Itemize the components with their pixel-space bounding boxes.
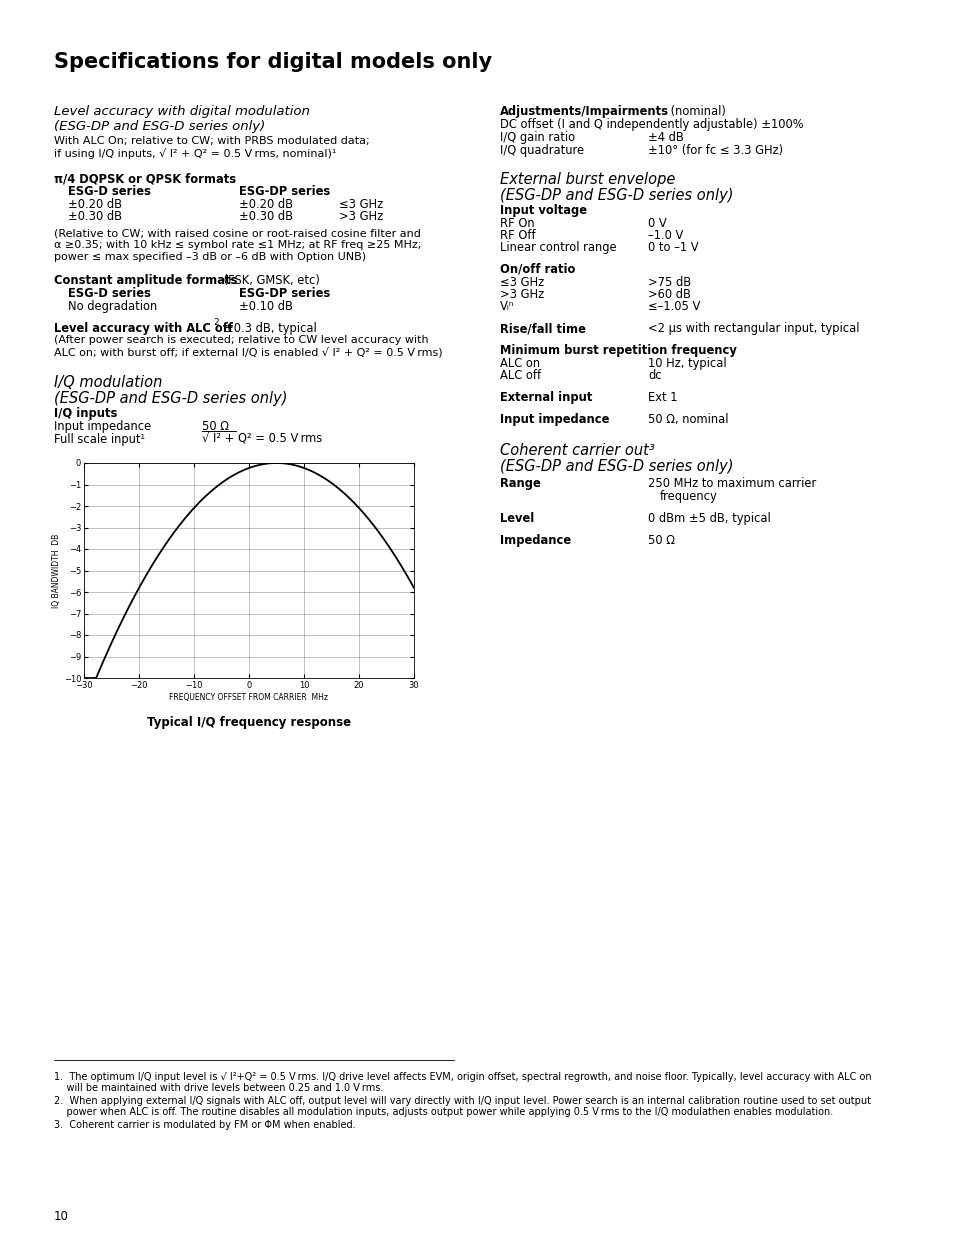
Text: (ESG-DP and ESG-D series only): (ESG-DP and ESG-D series only) <box>499 459 733 474</box>
Text: ≤–1.05 V: ≤–1.05 V <box>647 300 700 312</box>
Text: Full scale input¹: Full scale input¹ <box>54 433 145 446</box>
Text: Typical I/Q frequency response: Typical I/Q frequency response <box>147 716 351 729</box>
Text: 2.  When applying external I/Q signals with ALC off, output level will vary dire: 2. When applying external I/Q signals wi… <box>54 1095 870 1107</box>
Text: I/Q quadrature: I/Q quadrature <box>499 144 583 157</box>
Text: (ESG-DP and ESG-D series only): (ESG-DP and ESG-D series only) <box>54 391 287 406</box>
Text: ±4 dB: ±4 dB <box>647 131 683 144</box>
Text: No degradation: No degradation <box>68 300 157 312</box>
Text: ALC on: ALC on <box>499 357 539 370</box>
Text: 0 dBm ±5 dB, typical: 0 dBm ±5 dB, typical <box>647 513 770 525</box>
Text: –1.0 V: –1.0 V <box>647 228 682 242</box>
Text: >3 GHz: >3 GHz <box>499 288 543 301</box>
Text: Impedance: Impedance <box>499 534 571 547</box>
Text: I/Q gain ratio: I/Q gain ratio <box>499 131 575 144</box>
Text: 10 Hz, typical: 10 Hz, typical <box>647 357 726 370</box>
Text: ±10° (for fc ≤ 3.3 GHz): ±10° (for fc ≤ 3.3 GHz) <box>647 144 782 157</box>
Text: ESG-DP series: ESG-DP series <box>239 287 330 300</box>
Text: (ESG-DP and ESG-D series only): (ESG-DP and ESG-D series only) <box>54 120 265 133</box>
Text: dc: dc <box>647 369 661 382</box>
Text: External burst envelope: External burst envelope <box>499 172 675 186</box>
Text: I/Q inputs: I/Q inputs <box>54 408 117 420</box>
Text: (Relative to CW; with raised cosine or root-raised cosine filter and: (Relative to CW; with raised cosine or r… <box>54 228 420 238</box>
Text: Level: Level <box>499 513 534 525</box>
Text: (ESG-DP and ESG-D series only): (ESG-DP and ESG-D series only) <box>499 188 733 203</box>
Text: α ≥0.35; with 10 kHz ≤ symbol rate ≤1 MHz; at RF freq ≥25 MHz;: α ≥0.35; with 10 kHz ≤ symbol rate ≤1 MH… <box>54 240 421 249</box>
Text: 1.  The optimum I/Q input level is √ I²+Q² = 0.5 V rms. I/Q drive level affects : 1. The optimum I/Q input level is √ I²+Q… <box>54 1072 871 1082</box>
Text: Level accuracy with digital modulation: Level accuracy with digital modulation <box>54 105 310 119</box>
Text: frequency: frequency <box>659 490 717 503</box>
Text: On/off ratio: On/off ratio <box>499 263 575 275</box>
Text: 50 Ω: 50 Ω <box>647 534 675 547</box>
Text: power when ALC is off. The routine disables all modulation inputs, adjusts outpu: power when ALC is off. The routine disab… <box>54 1107 832 1116</box>
Text: RF On: RF On <box>499 217 534 230</box>
Text: Specifications for digital models only: Specifications for digital models only <box>54 52 492 72</box>
Text: 2: 2 <box>213 317 218 327</box>
Text: ±0.3 dB, typical: ±0.3 dB, typical <box>224 322 316 335</box>
Y-axis label: IQ BANDWIDTH  DB: IQ BANDWIDTH DB <box>51 534 61 608</box>
Text: Input impedance: Input impedance <box>499 412 609 426</box>
Text: 3.  Coherent carrier is modulated by FM or ΦM when enabled.: 3. Coherent carrier is modulated by FM o… <box>54 1120 355 1130</box>
Text: π/4 DQPSK or QPSK formats: π/4 DQPSK or QPSK formats <box>54 172 236 185</box>
Text: ±0.30 dB: ±0.30 dB <box>239 210 293 224</box>
X-axis label: FREQUENCY OFFSET FROM CARRIER  MHz: FREQUENCY OFFSET FROM CARRIER MHz <box>170 693 328 701</box>
Text: Range: Range <box>499 477 540 490</box>
Text: √ I² + Q² = 0.5 V rms: √ I² + Q² = 0.5 V rms <box>202 433 322 446</box>
Text: (FSK, GMSK, etc): (FSK, GMSK, etc) <box>220 274 319 287</box>
Text: Coherent carrier out³: Coherent carrier out³ <box>499 443 654 458</box>
Text: (nominal): (nominal) <box>666 105 725 119</box>
Text: ±0.10 dB: ±0.10 dB <box>239 300 293 312</box>
Text: ESG-DP series: ESG-DP series <box>239 185 330 198</box>
Text: ESG-D series: ESG-D series <box>68 185 151 198</box>
Text: >3 GHz: >3 GHz <box>338 210 383 224</box>
Text: Ext 1: Ext 1 <box>647 391 677 404</box>
Text: if using I/Q inputs, √ I² + Q² = 0.5 V rms, nominal)¹: if using I/Q inputs, √ I² + Q² = 0.5 V r… <box>54 148 336 159</box>
Text: 0 to –1 V: 0 to –1 V <box>647 241 698 254</box>
Text: will be maintained with drive levels between 0.25 and 1.0 V rms.: will be maintained with drive levels bet… <box>54 1083 383 1093</box>
Text: RF Off: RF Off <box>499 228 535 242</box>
Text: 250 MHz to maximum carrier: 250 MHz to maximum carrier <box>647 477 816 490</box>
Text: Minimum burst repetition frequency: Minimum burst repetition frequency <box>499 345 736 357</box>
Text: Linear control range: Linear control range <box>499 241 616 254</box>
Text: ±0.30 dB: ±0.30 dB <box>68 210 122 224</box>
Text: Input voltage: Input voltage <box>499 204 586 217</box>
Text: ALC off: ALC off <box>499 369 540 382</box>
Text: power ≤ max specified –3 dB or –6 dB with Option UNB): power ≤ max specified –3 dB or –6 dB wit… <box>54 252 366 262</box>
Text: ±0.20 dB: ±0.20 dB <box>239 198 293 211</box>
Text: (After power search is executed; relative to CW level accuracy with: (After power search is executed; relativ… <box>54 335 428 345</box>
Text: Vᵢⁿ: Vᵢⁿ <box>499 300 514 312</box>
Text: 0 V: 0 V <box>647 217 666 230</box>
Text: <2 μs with rectangular input, typical: <2 μs with rectangular input, typical <box>647 322 859 335</box>
Text: >60 dB: >60 dB <box>647 288 690 301</box>
Text: ALC on; with burst off; if external I/Q is enabled √ I² + Q² = 0.5 V rms): ALC on; with burst off; if external I/Q … <box>54 347 442 357</box>
Text: 10: 10 <box>54 1210 69 1223</box>
Text: >75 dB: >75 dB <box>647 275 691 289</box>
Text: DC offset (I and Q independently adjustable) ±100%: DC offset (I and Q independently adjusta… <box>499 119 802 131</box>
Text: Input impedance: Input impedance <box>54 420 152 433</box>
Text: Rise/fall time: Rise/fall time <box>499 322 585 335</box>
Text: Level accuracy with ALC off: Level accuracy with ALC off <box>54 322 233 335</box>
Text: With ALC On; relative to CW; with PRBS modulated data;: With ALC On; relative to CW; with PRBS m… <box>54 136 369 146</box>
Text: External input: External input <box>499 391 592 404</box>
Text: Constant amplitude formats: Constant amplitude formats <box>54 274 237 287</box>
Text: I/Q modulation: I/Q modulation <box>54 375 162 390</box>
Text: Adjustments/Impairments: Adjustments/Impairments <box>499 105 668 119</box>
Text: 50 Ω, nominal: 50 Ω, nominal <box>647 412 728 426</box>
Text: 50 Ω: 50 Ω <box>202 420 229 433</box>
Text: ≤3 GHz: ≤3 GHz <box>499 275 543 289</box>
Text: ±0.20 dB: ±0.20 dB <box>68 198 122 211</box>
Text: ESG-D series: ESG-D series <box>68 287 151 300</box>
Text: ≤3 GHz: ≤3 GHz <box>338 198 383 211</box>
